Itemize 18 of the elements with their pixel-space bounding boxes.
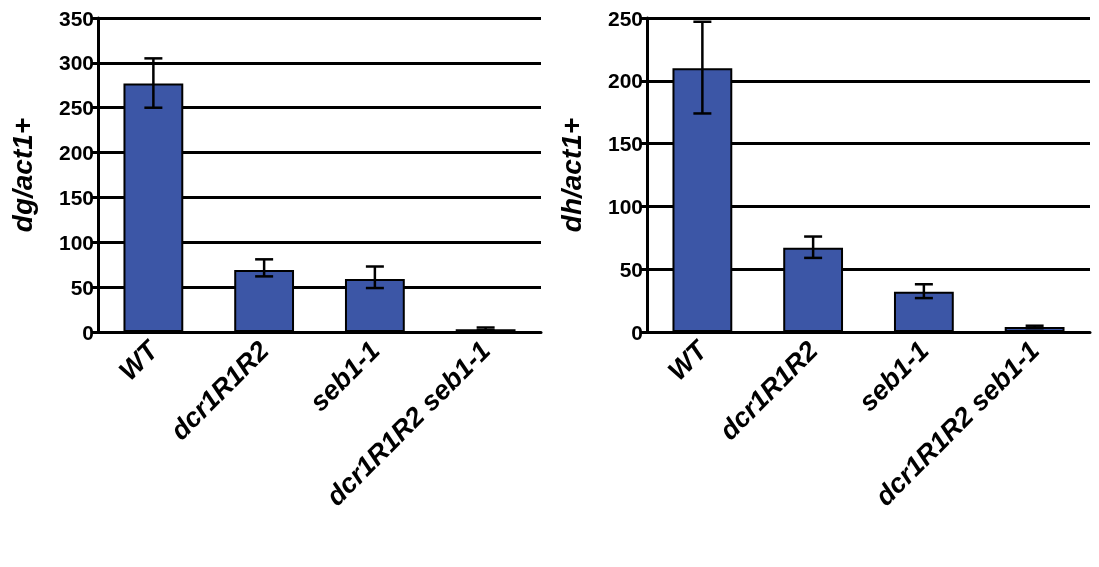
y-tick-label: 250 xyxy=(607,6,643,30)
y-tick-label: 0 xyxy=(631,320,643,344)
y-tick-label: 250 xyxy=(58,96,94,120)
y-tick-label: 200 xyxy=(58,141,94,165)
y-tick-label: 100 xyxy=(607,194,643,218)
y-tick-label: 150 xyxy=(58,185,94,209)
y-tick-label: 300 xyxy=(58,51,94,75)
y-axis-title: dh/act1+ xyxy=(555,117,587,233)
y-tick-label: 350 xyxy=(58,6,94,30)
x-tick-label: WT xyxy=(662,333,715,387)
y-tick-label: 0 xyxy=(82,320,94,344)
y-tick-label: 200 xyxy=(607,69,643,93)
y-tick-label: 50 xyxy=(70,275,94,299)
y-tick-label: 100 xyxy=(58,230,94,254)
x-tick-label: WT xyxy=(113,333,166,387)
y-tick-label: 50 xyxy=(619,257,643,281)
y-axis-title: dg/act1+ xyxy=(6,117,38,233)
y-tick-label: 150 xyxy=(607,132,643,156)
